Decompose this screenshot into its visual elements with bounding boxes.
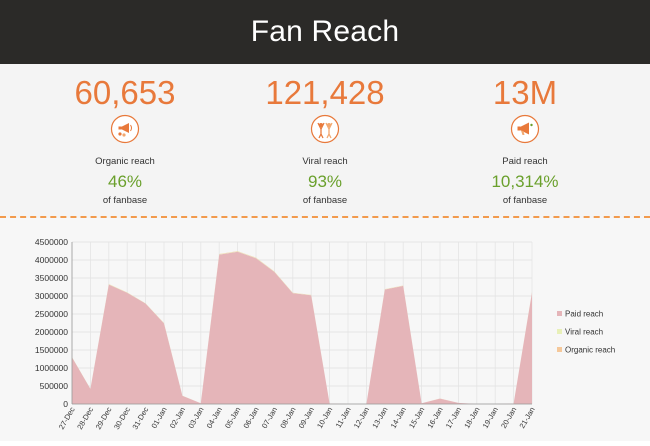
stat-label: Organic reach [95, 156, 155, 167]
stat-subtext: of fanbase [502, 195, 548, 206]
stat-value: 60,653 [74, 74, 176, 111]
y-tick-label: 3500000 [35, 273, 68, 283]
x-tick-label: 20-Jan [499, 406, 518, 430]
y-tick-label: 2000000 [35, 327, 68, 337]
x-tick-label: 10-Jan [315, 406, 334, 430]
legend-label: Viral reach [565, 328, 603, 337]
y-tick-label: 1000000 [35, 363, 68, 373]
legend-swatch [557, 329, 562, 334]
legend-label: Organic reach [565, 346, 615, 355]
y-tick-label: 500000 [40, 381, 69, 391]
megaphone-people-icon [110, 114, 140, 144]
x-tick-label: 14-Jan [389, 406, 408, 430]
x-tick-label: 07-Jan [260, 406, 279, 430]
stat-viral: 121,428 Viral reach 93% of fanbase [225, 64, 425, 216]
stat-paid: 13M Paid reach 10,314% of fanbase [425, 64, 625, 216]
chart-legend: Paid reach Viral reach Organic reach [557, 310, 615, 355]
stat-percent: 10,314% [491, 172, 559, 191]
legend-swatch [557, 347, 562, 352]
header-bar: Fan Reach [0, 0, 650, 64]
stat-organic: 60,653 Organic reach 46% of fanbase [25, 64, 225, 216]
x-tick-label: 21-Jan [517, 406, 536, 430]
x-tick-label: 04-Jan [205, 406, 224, 430]
x-tick-label: 03-Jan [186, 406, 205, 430]
chart-areas [72, 251, 532, 404]
x-tick-label: 31-Dec [130, 405, 150, 431]
reach-chart: 0 500000 1000000 1500000 2000000 2500000 30000… [0, 218, 650, 441]
stat-percent: 46% [107, 172, 143, 191]
y-tick-label: 1500000 [35, 345, 68, 355]
legend-swatch [557, 311, 562, 316]
x-tick-label: 30-Dec [112, 405, 132, 431]
x-tick-label: 28-Dec [75, 405, 95, 431]
y-tick-label: 3000000 [35, 291, 68, 301]
x-tick-label: 11-Jan [334, 406, 353, 430]
x-tick-label: 02-Jan [168, 406, 187, 430]
y-tick-label: 4500000 [35, 237, 68, 247]
x-tick-label: 17-Jan [444, 406, 463, 430]
stat-subtext: of fanbase [102, 195, 148, 206]
x-tick-label: 29-Dec [94, 405, 114, 431]
x-tick-label: 01-Jan [149, 406, 168, 430]
x-tick-label: 12-Jan [352, 406, 371, 430]
x-tick-label: 18-Jan [462, 406, 481, 430]
x-tick-label: 16-Jan [425, 406, 444, 430]
x-tick-label: 27-Dec [57, 405, 77, 431]
stats-panel: 60,653 Organic reach 46% of fanbase 121,… [0, 64, 650, 218]
x-tick-label: 19-Jan [481, 406, 500, 430]
x-tick-label: 06-Jan [241, 406, 260, 430]
area-paid-reach [72, 251, 532, 404]
x-tick-label: 13-Jan [370, 406, 389, 430]
stat-value: 13M [492, 74, 558, 111]
stat-label: Viral reach [302, 156, 348, 167]
legend-label: Paid reach [565, 310, 603, 319]
page-title: Fan Reach [250, 15, 400, 48]
y-tick-label: 0 [63, 399, 68, 409]
stat-subtext: of fanbase [302, 195, 348, 206]
megaphone-icon [510, 114, 540, 144]
x-tick-label: 09-Jan [297, 406, 316, 430]
x-tick-label: 08-Jan [278, 406, 297, 430]
y-tick-label: 2500000 [35, 309, 68, 319]
x-tick-label: 15-Jan [407, 406, 426, 430]
y-tick-label: 4000000 [35, 255, 68, 265]
stat-value: 121,428 [265, 74, 385, 111]
stat-percent: 93% [307, 172, 343, 191]
stat-label: Paid reach [502, 156, 548, 167]
reach-area-chart: 0 500000 1000000 1500000 2000000 2500000 30000… [35, 237, 615, 431]
cheering-people-icon [310, 114, 340, 144]
x-tick-label: 05-Jan [223, 406, 242, 430]
